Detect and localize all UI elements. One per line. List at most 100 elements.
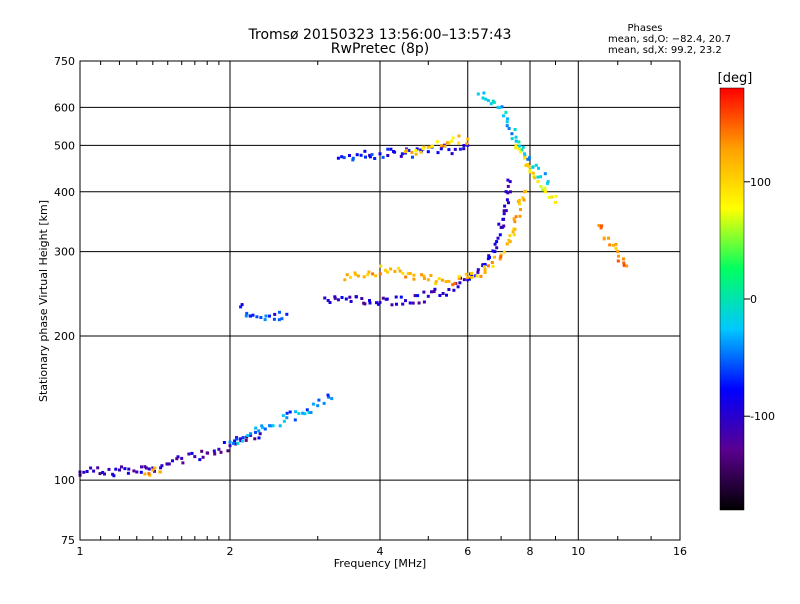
echo-point	[364, 155, 367, 159]
stats-heading: Phases	[627, 23, 662, 34]
y-tick-label: 500	[54, 139, 75, 152]
echo-point	[483, 263, 487, 266]
echo-point	[433, 287, 437, 291]
echo-point	[158, 470, 162, 474]
echo-point	[545, 181, 549, 185]
colorbar-tick-label: 100	[750, 176, 771, 189]
echo-point	[453, 281, 457, 285]
echo-point	[616, 259, 620, 263]
echo-point	[239, 437, 243, 441]
echo-point	[437, 277, 441, 281]
echo-point	[368, 155, 372, 159]
echo-point	[524, 164, 528, 167]
stats-line-o: mean, sd,O: −82.4, 20.7	[608, 34, 731, 45]
y-tick-label: 400	[54, 186, 75, 199]
echo-point	[114, 467, 118, 471]
echo-point	[523, 154, 527, 157]
y-tick-label: 600	[54, 101, 75, 114]
echo-point	[241, 436, 245, 440]
echo-point	[200, 449, 204, 453]
echo-point	[508, 234, 512, 238]
echo-point	[311, 402, 315, 406]
echo-point	[491, 264, 495, 268]
echo-point	[354, 273, 358, 277]
echo-point	[362, 275, 366, 279]
echo-point	[622, 261, 626, 265]
echo-point	[526, 163, 530, 166]
echo-point	[426, 145, 430, 149]
echo-point	[476, 270, 480, 274]
echo-point	[301, 411, 305, 415]
echo-point	[271, 424, 275, 428]
echo-point	[510, 137, 514, 141]
echo-point	[493, 250, 497, 254]
echo-point	[482, 265, 486, 269]
echo-point	[356, 274, 360, 278]
echo-point	[317, 398, 321, 402]
echo-point	[506, 184, 510, 188]
echo-point	[453, 147, 457, 151]
echo-point	[193, 455, 197, 459]
echo-point	[333, 295, 337, 299]
echo-point	[493, 255, 496, 259]
echo-point	[377, 302, 380, 306]
echo-point	[232, 441, 236, 445]
echo-point	[416, 294, 420, 298]
echo-point	[326, 393, 330, 397]
echo-point	[466, 278, 470, 282]
echo-point	[263, 318, 267, 322]
echo-point	[487, 264, 490, 268]
echo-point	[519, 150, 523, 154]
x-tick-label: 1	[77, 545, 84, 558]
echo-point	[479, 274, 483, 278]
echo-point	[153, 469, 156, 473]
echo-point	[550, 195, 554, 199]
echo-point	[420, 273, 424, 277]
echo-point	[269, 424, 273, 428]
echo-point	[495, 240, 499, 244]
x-tick-label: 4	[377, 545, 384, 558]
echo-point	[554, 194, 558, 198]
echo-point	[258, 432, 262, 436]
echo-point	[374, 274, 377, 278]
echo-point	[491, 99, 495, 103]
echo-point	[340, 155, 344, 159]
echo-point	[360, 297, 364, 300]
echo-point	[422, 290, 426, 294]
echo-point	[257, 429, 261, 433]
echo-point	[235, 437, 239, 441]
echo-point	[521, 196, 525, 200]
echo-point	[255, 315, 259, 319]
echo-point	[294, 410, 298, 414]
echo-point	[414, 152, 418, 156]
echo-point	[407, 148, 411, 152]
echo-point	[422, 274, 426, 278]
echo-point	[261, 426, 265, 430]
echo-point	[465, 142, 469, 146]
echo-point	[282, 419, 286, 423]
echo-point	[523, 156, 526, 160]
echo-point	[153, 466, 157, 470]
echo-point	[503, 204, 507, 208]
echo-point	[462, 144, 466, 147]
chart-subtitle: RwPretec (8p)	[331, 41, 429, 57]
echo-point	[447, 148, 451, 152]
echo-point	[504, 209, 508, 213]
data-points	[78, 91, 629, 478]
echo-point	[430, 290, 433, 294]
echo-point	[166, 462, 170, 466]
echo-point	[228, 440, 232, 444]
echo-point	[249, 433, 253, 437]
echo-point	[513, 220, 517, 224]
echo-point	[342, 156, 346, 160]
echo-point	[554, 200, 557, 204]
echo-point	[539, 185, 543, 189]
echo-point	[456, 285, 460, 289]
echo-point	[413, 294, 417, 298]
echo-point	[198, 458, 202, 462]
echo-point	[404, 299, 407, 303]
echo-point	[426, 150, 430, 154]
echo-point	[466, 275, 470, 279]
echo-point	[245, 435, 249, 439]
echo-point	[277, 318, 281, 322]
